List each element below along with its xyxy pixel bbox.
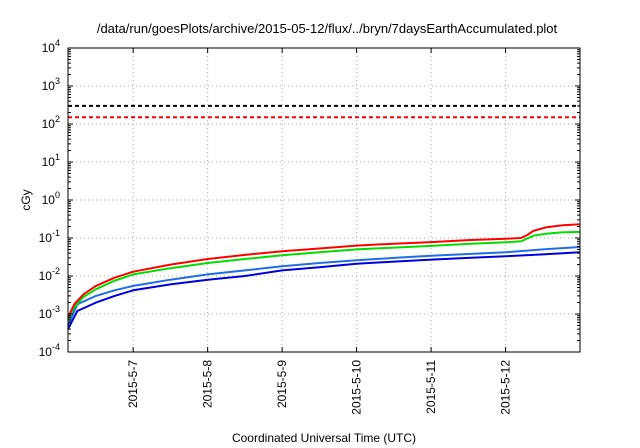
- y-tick-label: 10-3: [39, 304, 60, 321]
- x-tick-label: 2015-5-7: [126, 360, 140, 408]
- y-tick-label: 10-1: [39, 228, 60, 245]
- x-tick-label: 2015-5-12: [499, 360, 513, 415]
- y-tick-label: 10-4: [39, 342, 60, 359]
- y-tick-label: 102: [42, 114, 60, 131]
- x-tick-label: 2015-5-9: [275, 360, 289, 408]
- data-series: [67, 223, 581, 330]
- chart-title: /data/run/goesPlots/archive/2015-05-12/f…: [97, 21, 558, 36]
- y-tick-label: 101: [42, 152, 60, 169]
- x-tick-label: 2015-5-10: [350, 360, 364, 415]
- x-tick-label: 2015-5-8: [201, 360, 215, 408]
- y-tick-label: 104: [42, 38, 60, 55]
- x-tick-label: 2015-5-11: [424, 360, 438, 414]
- series-line-4: [67, 251, 581, 330]
- grid-lines: [68, 48, 580, 352]
- y-tick-label: 103: [42, 76, 60, 93]
- threshold-lines: [68, 104, 580, 119]
- x-axis-label: Coordinated Universal Time (UTC): [232, 431, 416, 445]
- series-line-1: [67, 223, 581, 319]
- series-line-3: [67, 246, 581, 326]
- y-tick-label: 100: [42, 190, 60, 207]
- y-axis-ticks: 10-4 10-3 10-2 10-1 100 101 102 103 104: [39, 38, 580, 359]
- y-axis-label: cGy: [19, 189, 33, 210]
- y-tick-label: 10-2: [39, 266, 60, 283]
- series-line-2: [67, 230, 581, 321]
- x-axis-ticks: 2015-5-7 2015-5-8 2015-5-9 2015-5-10 2015-5-…: [126, 48, 513, 415]
